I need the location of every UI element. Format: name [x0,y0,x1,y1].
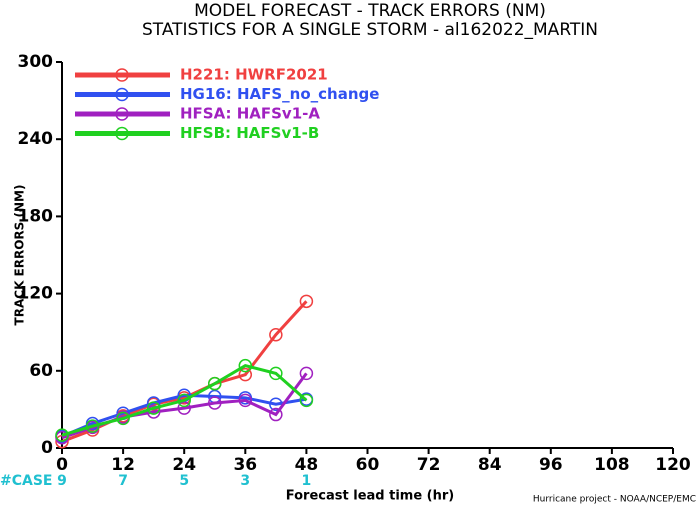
y-tick-label: 0 [41,438,53,458]
point [146,405,161,419]
point [269,407,283,422]
legend-label: HFSB: HAFSv1-B [180,124,319,142]
legend-marker [115,107,129,121]
point [238,393,253,408]
legend-marker [115,87,129,102]
x-tick-label: 84 [478,455,502,475]
legend-label: H221: HWRF2021 [180,66,328,84]
x-tick-label: 0 [56,455,68,475]
x-tick-label: 36 [233,455,257,475]
point [208,396,222,410]
legend-marker [115,68,129,82]
x-tick-label: 72 [417,455,441,475]
x-tick-label: 108 [594,455,630,475]
point [269,328,283,342]
case-count: 3 [240,473,250,489]
y-tick-label: 300 [18,52,54,72]
legend-marker [115,126,129,141]
point [238,358,253,373]
point [299,393,314,408]
y-tick-label: 240 [18,129,54,149]
chart-subtitle: STATISTICS FOR A SINGLE STORM - al162022… [142,20,598,40]
legend-label: HFSA: HAFSv1-A [180,105,320,123]
series-line [61,393,307,438]
case-count: 5 [179,473,189,489]
point [55,428,69,442]
chart-title: MODEL FORECAST - TRACK ERRORS (NM) [194,1,546,21]
point [146,401,161,415]
point [299,294,314,309]
point [299,366,314,381]
point [238,367,253,382]
x-tick-label: 96 [539,455,563,475]
point [269,366,283,381]
case-count: 9 [57,473,67,489]
series-line [61,364,308,437]
cases-label: #CASE [0,473,53,489]
y-axis-label: TRACK ERRORS (NM) [13,185,27,326]
y-tick-label: 120 [18,284,54,304]
x-tick-label: 12 [111,455,135,475]
footer: Hurricane project - NOAA/NCEP/EMC [533,495,696,505]
x-axis-label: Forecast lead time (hr) [286,489,454,504]
point [177,401,191,415]
point [208,376,222,391]
point [116,411,130,426]
x-tick-label: 60 [356,455,380,475]
case-count: 1 [302,473,312,489]
legend-label: HG16: HAFS_no_change [180,85,379,103]
y-tick-label: 180 [18,206,54,226]
point [85,419,100,433]
y-tick-label: 60 [29,361,53,381]
case-count: 7 [118,473,128,489]
x-tick-label: 48 [295,455,319,475]
point [177,393,191,408]
x-tick-label: 24 [172,455,196,475]
x-tick-label: 120 [655,455,691,475]
